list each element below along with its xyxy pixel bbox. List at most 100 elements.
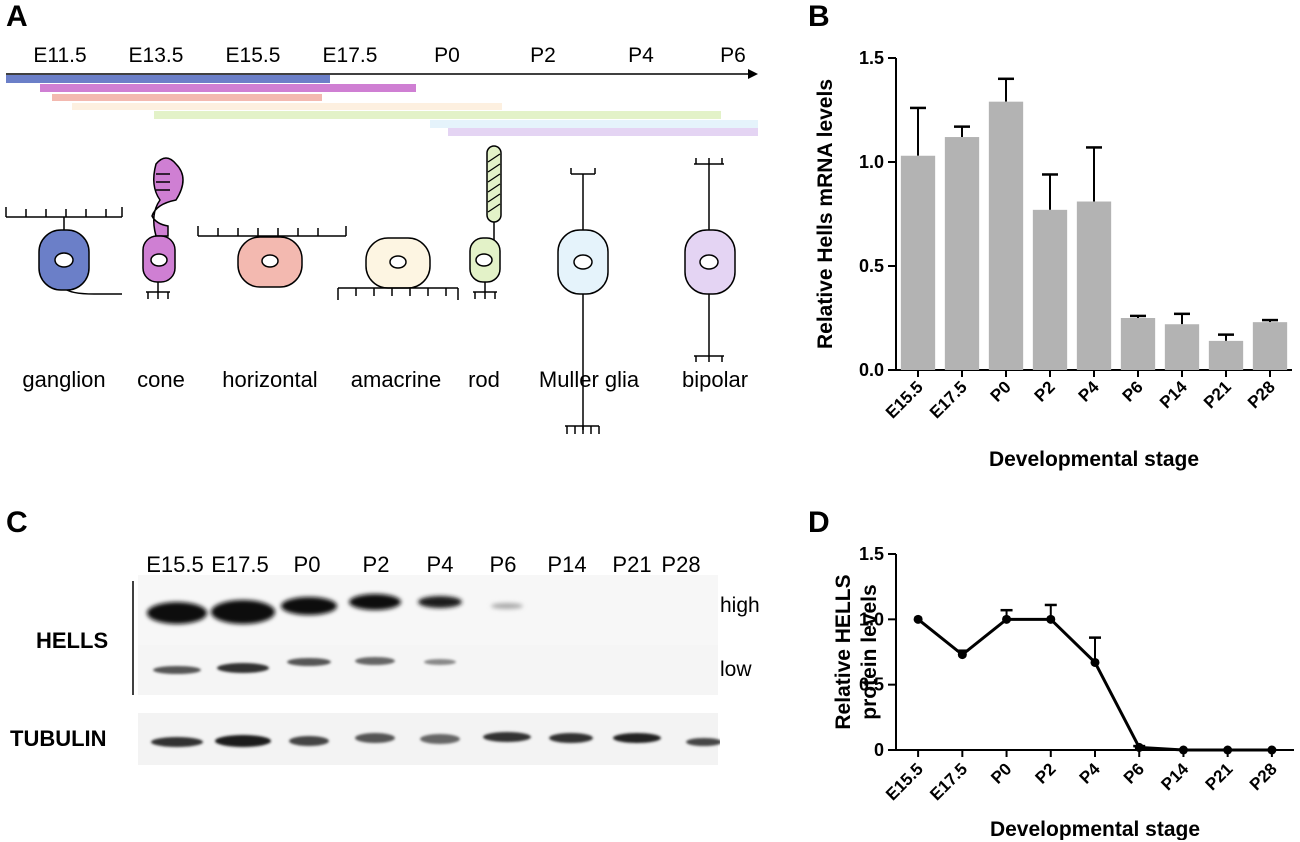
timeline-label: E11.5 <box>33 44 87 67</box>
timeline-label: P4 <box>628 44 654 67</box>
x-tick-label: E17.5 <box>926 377 971 422</box>
tubulin-label: TUBULIN <box>10 726 107 751</box>
bar <box>1252 322 1288 370</box>
y-tick-label: 1.5 <box>859 544 884 564</box>
x-tick-label: P14 <box>1156 377 1191 412</box>
x-tick-label: P21 <box>1202 759 1237 794</box>
data-point <box>1134 742 1144 752</box>
cell-type-label: rod <box>468 367 500 392</box>
panel-b-label: B <box>808 0 830 33</box>
blot-lane-label: P14 <box>547 552 587 577</box>
cell-type-label: cone <box>137 367 185 392</box>
x-tick-label: P2 <box>1031 759 1059 787</box>
x-tick-label: P14 <box>1157 759 1192 794</box>
hells-label: HELLS <box>36 628 109 653</box>
bar <box>944 137 980 370</box>
panel-a-label: A <box>6 0 28 33</box>
cone-cell <box>142 157 184 299</box>
timeline-label: E13.5 <box>128 44 184 67</box>
amacrine-cell <box>337 237 459 300</box>
window-cone <box>40 84 416 92</box>
cell-type-label: horizontal <box>222 367 318 392</box>
y-tick-label: 1.0 <box>859 152 884 172</box>
x-axis-title: Developmental stage <box>989 448 1199 471</box>
rod-cell <box>469 145 502 299</box>
panel-c-label: C <box>6 506 28 539</box>
bar <box>1120 318 1156 370</box>
y-tick-label: 0 <box>874 740 884 760</box>
x-tick-label: P21 <box>1200 377 1235 412</box>
western-blot <box>132 575 720 765</box>
window-bipolar <box>448 128 758 136</box>
cell-type-label: bipolar <box>681 367 749 392</box>
bar <box>1164 324 1200 370</box>
y-tick-label: 0.0 <box>859 360 884 380</box>
window-rod <box>154 111 721 119</box>
blot-lane-label: P28 <box>661 552 701 577</box>
ganglion-cell <box>5 207 123 295</box>
y-tick-label: 1.5 <box>859 48 884 68</box>
low-exposure-label: low <box>720 658 752 681</box>
hells-low-bands <box>153 657 456 674</box>
x-tick-label: P28 <box>1246 759 1281 794</box>
x-tick-label: E17.5 <box>926 759 971 804</box>
bar <box>1076 201 1112 370</box>
window-amacrine <box>72 103 502 110</box>
blot-lane-label: P6 <box>489 552 517 577</box>
horizontal-cell <box>197 226 347 288</box>
tubulin-bands <box>151 732 720 747</box>
x-tick-label: P2 <box>1031 377 1059 405</box>
y-tick-label: 0.5 <box>859 675 884 695</box>
bar <box>900 155 936 370</box>
x-tick-label: P6 <box>1119 377 1147 405</box>
bar <box>1208 340 1244 370</box>
y-tick-label: 1.0 <box>859 609 884 629</box>
muller-glia-cell <box>557 168 609 434</box>
window-ganglion <box>6 75 330 83</box>
bar <box>1032 209 1068 370</box>
blot-lane-label: P0 <box>293 552 321 577</box>
x-tick-label: E15.5 <box>882 377 927 422</box>
x-tick-label: P0 <box>987 377 1015 405</box>
data-point <box>957 650 967 660</box>
x-tick-label: E15.5 <box>882 759 927 804</box>
mrna-bar-chart: 0.0 0.5 1.0 1.5 E15.5 E17.5 P0 P2 P4 P6 P14 P21 P28 R… <box>814 48 1292 471</box>
x-tick-label: P4 <box>1075 377 1104 406</box>
blot-lane-label: E15.5 <box>146 552 204 577</box>
data-point <box>913 614 923 624</box>
window-muller <box>430 120 758 128</box>
data-point <box>1002 614 1012 624</box>
y-axis-title-line2: protein levels <box>858 584 881 719</box>
window-horizontal <box>52 94 322 101</box>
panel-a-diagram <box>5 69 758 434</box>
y-tick-label: 0.5 <box>859 256 884 276</box>
timeline-label: E17.5 <box>322 44 378 67</box>
panel-d-label: D <box>808 506 830 539</box>
blot-lane-label: E17.5 <box>211 552 269 577</box>
cell-type-label: ganglion <box>22 367 106 392</box>
data-point <box>1046 614 1056 624</box>
blot-lane-label: P2 <box>362 552 390 577</box>
x-tick-label: P4 <box>1076 759 1105 788</box>
blot-lane-label: P21 <box>612 552 652 577</box>
data-point <box>1090 657 1100 667</box>
bipolar-cell <box>684 158 736 362</box>
line-chart-axes: 0 0.5 1.0 1.5 <box>859 544 1294 760</box>
y-axis-title-line1: Relative HELLS <box>832 574 855 729</box>
blot-lane-label: P4 <box>426 552 454 577</box>
hells-high-bands <box>147 594 523 624</box>
protein-line-chart: 0 0.5 1.0 1.5 E15.5 E17.5 P0 P2 P4 P6 P14 P21 P28 Rel… <box>832 544 1294 840</box>
timeline-label: P6 <box>720 44 746 67</box>
high-exposure-label: high <box>720 594 760 617</box>
x-tick-label: P28 <box>1244 377 1279 412</box>
cell-type-label: amacrine <box>350 367 442 392</box>
timeline-label: E15.5 <box>225 44 281 67</box>
bar <box>988 101 1024 371</box>
timeline-label: P0 <box>434 44 460 67</box>
timeline-arrowhead <box>748 69 758 79</box>
timeline-label: P2 <box>530 44 556 67</box>
y-axis-title: Relative Hells mRNA levels <box>814 79 837 349</box>
x-axis-title: Developmental stage <box>990 818 1200 840</box>
cell-type-label: Muller glia <box>538 367 640 392</box>
x-tick-label: P0 <box>987 759 1015 787</box>
